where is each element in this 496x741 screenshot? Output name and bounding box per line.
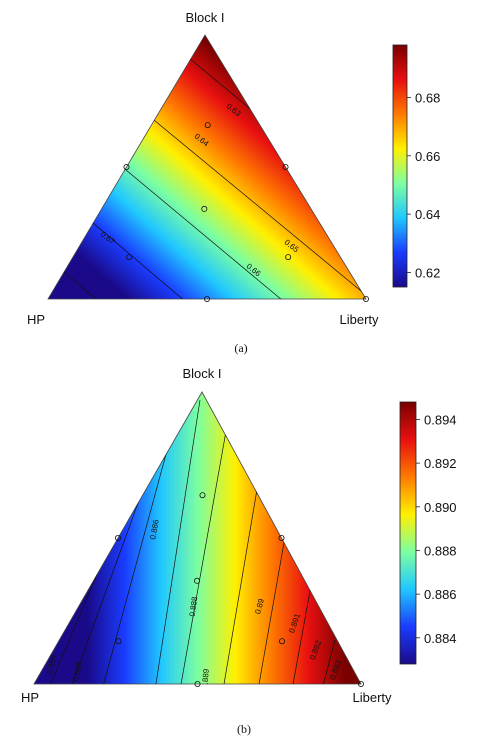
colorbar-tick-label: 0.66: [415, 149, 440, 164]
design-point: [126, 254, 133, 261]
contour-line: [48, 251, 366, 299]
contour-label: 0.888: [188, 596, 200, 618]
colorbar-tick-label: 0.886: [424, 587, 457, 602]
contour-line: [69, 469, 151, 684]
contour-line: [89, 139, 366, 299]
contour-line: [101, 409, 179, 684]
colorbar-a: [392, 44, 408, 288]
vertex-label-left-a: HP: [27, 312, 45, 327]
caption-b: (b): [237, 722, 251, 736]
colorbar-ticks-b: 0.884 0.886 0.888 0.890 0.892 0.894: [416, 412, 457, 646]
design-point: [115, 535, 122, 542]
design-point: [282, 163, 289, 170]
ternary-surface-b: [33, 391, 362, 685]
colorbar-ticks-a: 0.62 0.64 0.66 0.68: [407, 90, 440, 280]
vertex-label-right-a: Liberty: [339, 312, 379, 327]
colorbar-tick-label: 0.884: [424, 631, 457, 646]
vertex-label-left-b: HP: [21, 690, 39, 705]
colorbar-tick-label: 0.892: [424, 456, 457, 471]
colorbar-tick-label: 0.894: [424, 412, 457, 427]
design-point: [278, 535, 285, 542]
contour-line: [222, 459, 263, 684]
design-point: [193, 577, 200, 584]
caption-a: (a): [234, 341, 247, 355]
design-point: [362, 295, 369, 302]
vertex-label-right-b: Liberty: [352, 690, 392, 705]
colorbar-tick-label: 0.888: [424, 543, 457, 558]
contour-label: 0.885: [71, 660, 84, 682]
contour-line: [321, 639, 336, 684]
design-point: [123, 163, 130, 170]
design-point: [201, 205, 208, 212]
colorbar-tick-label: 0.64: [415, 207, 440, 222]
design-point: [199, 492, 206, 499]
contour-line: [179, 419, 229, 684]
vertex-label-top-b: Block I: [182, 366, 221, 381]
contour-line: [291, 579, 313, 684]
contour-label: 0.886: [148, 518, 160, 540]
design-point: [203, 295, 210, 302]
contour-label: 0.889: [200, 668, 211, 689]
chart-panel-b: 0.8850.8860.8880.8890.890.8910.8920.8930…: [21, 366, 457, 736]
contour-label: 0.89: [253, 597, 266, 615]
contour-line: [154, 399, 201, 684]
design-point: [115, 638, 122, 645]
design-point: [194, 681, 201, 688]
colorbar-tick-label: 0.62: [415, 265, 440, 280]
colorbar-tick-label: 0.890: [424, 500, 457, 515]
colorbar-b: [399, 401, 417, 665]
contour-line: [59, 194, 366, 299]
contour-line: [119, 91, 366, 299]
design-point: [285, 254, 292, 261]
design-points-b: [115, 492, 364, 688]
design-point: [204, 122, 211, 129]
ternary-surface-a: [47, 34, 367, 300]
design-points-a: [123, 122, 369, 302]
design-point: [357, 681, 364, 688]
contour-line: [257, 519, 289, 684]
chart-panel-a: 0.630.640.650.660.67 Block I HP Liberty …: [27, 10, 440, 355]
design-point: [278, 638, 285, 645]
colorbar-tick-label: 0.68: [415, 90, 440, 105]
vertex-label-top-a: Block I: [185, 10, 224, 25]
